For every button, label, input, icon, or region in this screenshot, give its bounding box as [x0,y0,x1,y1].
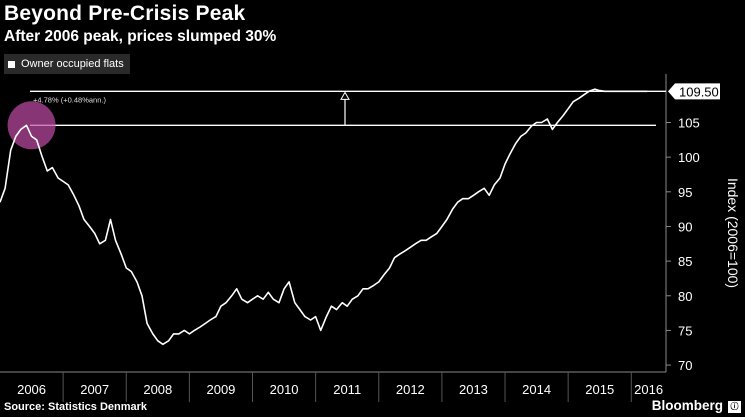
y-tick-label: 90 [678,219,692,234]
x-tick-label: 2014 [522,382,551,397]
y-tick-label: 75 [678,323,692,338]
peak-highlight-circle [7,101,56,150]
y-axis-title: Index (2006=100) [725,178,741,288]
chart-title: Beyond Pre-Crisis Peak [4,2,246,25]
y-tick-label: 95 [678,185,692,200]
source-note: Source: Statistics Denmark [4,401,148,413]
x-tick-label: 2015 [585,382,614,397]
x-tick-label: 2012 [396,382,425,397]
x-tick-label: 2007 [80,382,109,397]
series-line-owner-occupied-flats [0,88,648,346]
bloomberg-logo: Bloomberg [651,398,723,413]
chart-subtitle: After 2006 peak, prices slumped 30% [4,28,277,45]
x-tick-label: 2009 [206,382,235,397]
y-tick-label: 80 [678,289,692,304]
legend-label: Owner occupied flats [21,58,124,70]
last-value-box [668,83,720,100]
y-tick-label: 100 [678,150,700,165]
change-annotation: +4.78% (+0.48%ann.) [33,95,106,104]
x-tick-label: 2011 [333,382,361,397]
change-arrow-head [340,91,350,100]
x-tick-label: 2016 [634,382,663,397]
legend: Owner occupied flats [4,54,130,74]
x-tick-label: 2006 [17,382,46,397]
y-tick-label: 70 [678,358,692,373]
legend-swatch [8,60,15,68]
info-icon[interactable]: ⓘ [728,401,741,413]
x-tick-label: 2013 [459,382,488,397]
last-value-label: 109.50 [679,84,719,99]
x-tick-label: 2010 [270,382,299,397]
y-tick-label: 105 [678,116,700,131]
y-tick-label: 85 [678,254,692,269]
x-tick-label: 2008 [143,382,172,397]
